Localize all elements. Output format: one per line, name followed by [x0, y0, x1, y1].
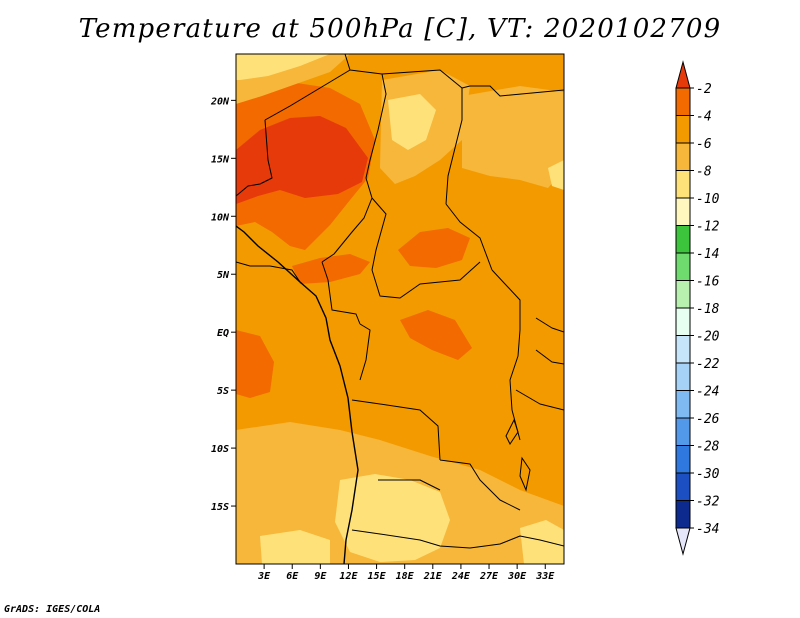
field-hot-core	[236, 116, 368, 204]
colorbar-segment-13	[675, 445, 691, 474]
colorbar-label-7: -16	[696, 275, 720, 290]
colorbar-label-6: -14	[696, 247, 719, 262]
colorbar-segment-12	[675, 417, 691, 446]
lon-tick-label-2: 9E	[314, 571, 327, 582]
lon-tick-label-6: 21E	[423, 571, 443, 582]
lat-tick-label-6: 10S	[211, 444, 229, 455]
colorbar-segment-7	[675, 280, 691, 309]
colorbar-segment-6	[675, 252, 691, 281]
grads-credit: GrADS: IGES/COLA	[4, 604, 101, 615]
lat-tick-label-7: 15S	[211, 502, 229, 513]
field-warm-congo	[400, 310, 472, 360]
colorbar-label-2: -6	[696, 137, 712, 152]
colorbar-bottom-arrow	[675, 527, 691, 556]
colorbar-label-8: -18	[696, 302, 720, 317]
field-cool-top	[236, 54, 330, 80]
lat-tick-label-4: EQ	[217, 328, 229, 339]
field-cool-east	[462, 86, 564, 188]
colorbar-label-3: -8	[696, 165, 712, 180]
colorbar-label-15: -32	[696, 495, 720, 510]
lon-tick-label-0: 3E	[257, 571, 271, 582]
field-warm-atlantic	[236, 330, 274, 398]
field-cool-southwest	[260, 530, 330, 564]
colorbar-label-12: -26	[696, 412, 720, 427]
colorbar-label-14: -30	[696, 467, 720, 482]
field-warm-band	[292, 254, 370, 284]
colorbar-segment-3	[675, 170, 691, 199]
lake-outline	[505, 418, 531, 492]
lon-tick-label-7: 24E	[451, 571, 471, 582]
boundaries	[236, 54, 564, 549]
colorbar-segment-8	[675, 307, 691, 336]
colorbar: -2 -4 -6 -8 -10 -12 -14 -16 -18 -20 -22 -24 -26 -28 -3…	[675, 60, 720, 556]
colorbar-label-4: -10	[696, 192, 720, 207]
longitude-axis: 3E 6E 9E 12E 15E 18E 21E 24E 27E 30E 33E	[257, 564, 555, 582]
colorbar-segment-9	[675, 335, 691, 364]
colorbar-segment-0	[675, 87, 691, 116]
lon-tick-label-1: 6E	[286, 571, 299, 582]
lon-tick-label-3: 12E	[339, 571, 358, 582]
field-cool-southeast	[520, 520, 564, 564]
colorbar-label-16: -34	[696, 522, 719, 537]
colorbar-label-5: -12	[696, 220, 720, 235]
lon-tick-label-10: 33E	[535, 571, 555, 582]
colorbar-label-1: -4	[696, 110, 712, 125]
colorbar-segment-11	[675, 390, 691, 419]
lat-tick-label-1: 15N	[211, 154, 230, 165]
lat-tick-label-0: 20N	[210, 96, 230, 107]
lon-tick-label-8: 27E	[479, 571, 499, 582]
lat-tick-label-2: 10N	[211, 212, 230, 223]
field-warm-center	[398, 228, 470, 268]
lat-tick-label-5: 5S	[217, 386, 229, 397]
colorbar-segment-10	[675, 362, 691, 391]
colorbar-segment-15	[675, 500, 691, 529]
lon-tick-label-9: 30E	[507, 571, 527, 582]
coastline	[236, 225, 359, 564]
colorbar-segment-5	[675, 225, 691, 254]
colorbar-segment-4	[675, 197, 691, 226]
colorbar-label-0: -2	[696, 82, 712, 97]
colorbar-label-13: -28	[696, 440, 720, 455]
lat-tick-label-3: 5N	[217, 270, 230, 281]
field-cool-nile	[388, 94, 436, 150]
latitude-axis: 20N 15N 10N 5N EQ 5S 10S 15S	[210, 96, 236, 513]
colorbar-label-11: -24	[696, 385, 719, 400]
field-cool-island	[548, 160, 564, 190]
colorbar-label-9: -20	[696, 330, 720, 345]
colorbar-label-10: -22	[696, 357, 720, 372]
colorbar-segment-2	[675, 142, 691, 171]
lon-tick-label-5: 18E	[396, 571, 415, 582]
colorbar-top-arrow	[675, 60, 691, 89]
map-title: Temperature at 500hPa [C], VT: 202010270…	[78, 14, 722, 44]
colorbar-segment-1	[675, 115, 691, 144]
map-frame	[235, 53, 565, 565]
lon-tick-label-4: 15E	[368, 571, 387, 582]
colorbar-segment-14	[675, 472, 691, 501]
